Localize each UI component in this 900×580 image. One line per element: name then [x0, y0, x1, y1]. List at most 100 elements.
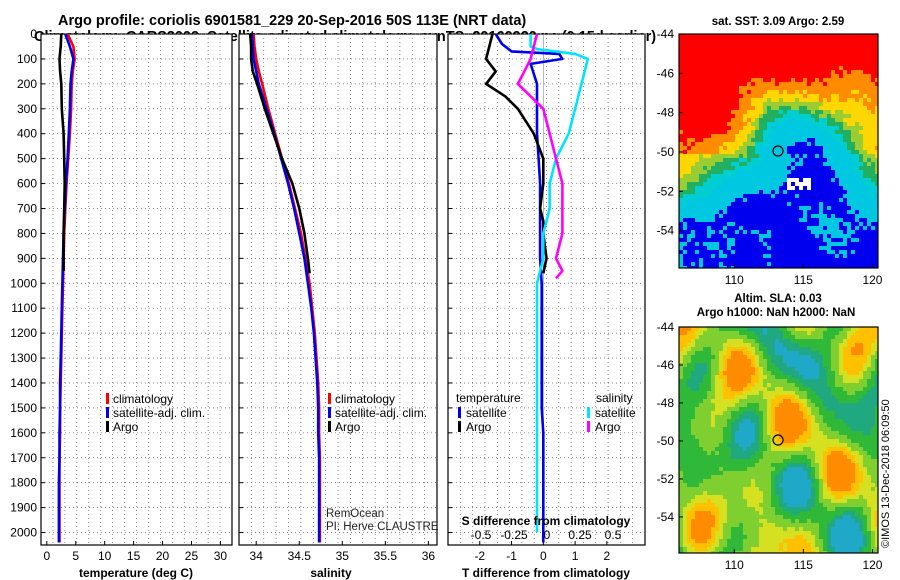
sst-cell [807, 266, 811, 268]
sla-cell [779, 355, 783, 359]
sst-cell [691, 134, 695, 138]
sla-cell [707, 383, 711, 387]
sla-cell [847, 339, 851, 343]
sla-cell [779, 387, 783, 391]
sla-cell [743, 387, 747, 391]
sst-cell [775, 38, 779, 42]
sst-cell [783, 54, 787, 58]
sla-map-subtitle: Argo h1000: NaN h2000: NaN [697, 307, 856, 319]
sst-cell [863, 146, 867, 150]
sst-cell [695, 210, 699, 214]
sst-cell [839, 54, 843, 58]
sst-cell [707, 134, 711, 138]
sla-cell [775, 439, 779, 443]
sst-cell [859, 98, 863, 102]
sla-cell [759, 347, 763, 351]
sla-cell [871, 415, 875, 419]
sst-cell [819, 222, 823, 226]
sst-cell [811, 254, 815, 258]
sst-cell [767, 194, 771, 198]
sst-cell [783, 222, 787, 226]
sst-cell [707, 166, 711, 170]
sst-cell [711, 242, 715, 246]
sst-cell [855, 70, 859, 74]
sla-cell [803, 335, 807, 339]
sla-cell [807, 415, 811, 419]
sst-cell [843, 222, 847, 226]
sla-cell [811, 423, 815, 427]
sst-cell [759, 130, 763, 134]
sla-cell [707, 343, 711, 347]
sla-cell [739, 427, 743, 431]
sla-cell [811, 371, 815, 375]
sst-cell [819, 138, 823, 142]
sla-cell [751, 427, 755, 431]
sst-cell [827, 110, 831, 114]
sla-cell [699, 391, 703, 395]
sst-cell [819, 198, 823, 202]
sst-cell [759, 230, 763, 234]
sst-cell [771, 130, 775, 134]
sst-cell [855, 206, 859, 210]
sla-cell [687, 459, 691, 463]
sla-cell [751, 355, 755, 359]
sst-cell [863, 34, 867, 38]
sla-cell [731, 455, 735, 459]
sst-cell [811, 50, 815, 54]
sst-cell [851, 174, 855, 178]
sla-cell [731, 431, 735, 435]
sst-cell [795, 98, 799, 102]
sst-cell [711, 34, 715, 38]
x-tick-label: 30 [214, 549, 228, 563]
sla-cell [751, 447, 755, 451]
sst-cell [815, 118, 819, 122]
sst-cell [755, 126, 759, 130]
sst-cell [787, 78, 791, 82]
sst-cell [871, 210, 875, 214]
sst-cell [771, 238, 775, 242]
sst-cell [815, 234, 819, 238]
sla-cell [787, 371, 791, 375]
sst-cell [751, 226, 755, 230]
sst-cell [719, 102, 723, 106]
sst-cell [855, 138, 859, 142]
sst-cell [779, 238, 783, 242]
sla-cell [835, 399, 839, 403]
sla-cell [795, 379, 799, 383]
sst-cell [767, 42, 771, 46]
sst-cell [767, 98, 771, 102]
sst-cell [803, 38, 807, 42]
sla-cell [735, 451, 739, 455]
sst-cell [739, 118, 743, 122]
sla-cell [767, 363, 771, 367]
sst-cell [819, 218, 823, 222]
sla-cell [815, 379, 819, 383]
sst-cell [687, 46, 691, 50]
sst-cell [783, 62, 787, 66]
sst-cell [807, 246, 811, 250]
x-tick-label: 20 [156, 549, 170, 563]
sla-cell [711, 387, 715, 391]
sst-cell [767, 126, 771, 130]
series-line-satellite-adj-clim- [250, 34, 321, 543]
sst-cell [695, 34, 699, 38]
sst-cell [811, 82, 815, 86]
depth-tick-label: 1900 [10, 501, 37, 515]
sst-cell [843, 78, 847, 82]
sla-cell [735, 447, 739, 451]
sst-cell [815, 90, 819, 94]
sst-cell [787, 254, 791, 258]
sla-cell [867, 387, 871, 391]
sla-cell [695, 355, 699, 359]
sla-cell [743, 351, 747, 355]
sst-cell [679, 114, 683, 118]
sla-cell [763, 439, 767, 443]
sst-cell [771, 218, 775, 222]
sst-cell [795, 150, 799, 154]
sst-cell [827, 38, 831, 42]
sla-cell [775, 371, 779, 375]
sst-cell [763, 150, 767, 154]
sst-cell [763, 82, 767, 86]
sst-cell [755, 190, 759, 194]
sst-cell [775, 146, 779, 150]
